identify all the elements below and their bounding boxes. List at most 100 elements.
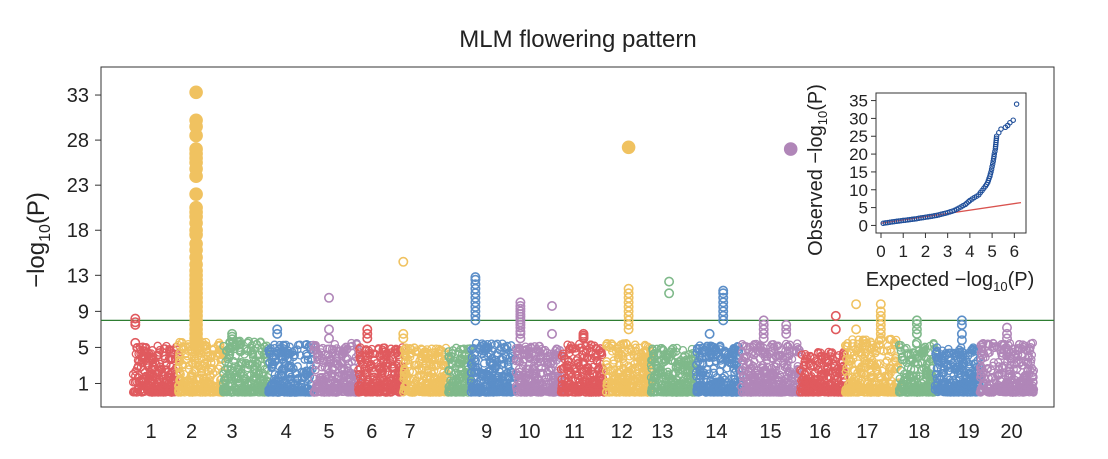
background-point [147,370,157,379]
background-point [401,380,411,390]
background-point [203,384,213,393]
background-point [678,345,688,355]
background-point [619,359,629,368]
background-point [155,387,164,396]
background-point [315,373,324,382]
background-point [845,357,855,367]
background-point [258,376,268,385]
background-point [747,373,757,383]
background-point [234,337,243,346]
background-point [423,365,432,374]
background-point [922,359,932,368]
background-point [809,379,819,389]
background-point [563,340,572,349]
background-point [149,387,159,397]
background-point [875,340,885,350]
background-point [479,359,489,368]
background-point [737,388,747,397]
y-axis-label-suffix: (P) [23,192,50,224]
background-point [653,371,662,381]
chromosome-2-points [173,337,228,397]
background-point [415,356,424,366]
background-point [293,362,302,371]
background-point [609,359,618,369]
background-point [523,364,533,373]
background-points [128,334,1039,397]
background-point [143,351,153,361]
background-point [937,355,946,365]
background-point [303,355,313,365]
background-point [191,387,201,397]
background-point [738,347,747,357]
background-point [776,382,786,392]
background-point [491,364,500,374]
background-point [574,358,583,367]
background-point [412,346,422,355]
background-point [388,363,398,373]
background-point [860,387,870,397]
background-point [383,376,392,386]
background-point [607,375,617,385]
background-point [716,356,725,365]
background-point [552,344,561,354]
background-point [207,358,216,367]
background-point [887,347,896,357]
background-point [206,353,216,363]
background-point [454,370,464,379]
background-point [650,353,659,362]
background-point [896,382,906,391]
background-point [378,374,388,383]
background-point [742,376,752,385]
background-point [840,341,850,350]
background-point [391,385,400,395]
background-point [907,388,916,397]
background-point [582,353,592,363]
background-point [158,348,168,357]
background-point [750,357,759,366]
background-point [132,343,141,353]
background-point [744,366,754,376]
chromosome-6-points [354,343,408,397]
background-point [912,350,922,359]
background-point [881,385,891,395]
background-point [582,345,592,355]
background-point [607,347,617,356]
background-point [709,353,718,362]
background-point [131,367,140,376]
background-point [804,359,814,369]
background-point [614,384,623,393]
y-axis-label: −log10(P) [23,192,54,288]
background-point [219,375,229,384]
background-point [812,356,821,365]
background-point [152,359,161,369]
background-point [791,346,801,355]
background-point [332,344,342,353]
background-point [665,353,674,362]
background-point [317,363,327,372]
background-point [695,371,705,380]
background-point [253,378,263,387]
background-point [188,359,197,369]
background-point [253,381,262,390]
background-point [752,387,761,397]
background-point [652,361,661,371]
background-point [738,372,748,381]
background-point [230,362,239,371]
background-point [259,361,268,371]
background-point [681,388,691,397]
background-point [461,349,470,358]
chromosome-20-points [975,338,1039,397]
background-point [876,359,885,368]
background-point [466,360,476,370]
background-point [174,352,184,362]
background-point [881,358,890,367]
background-point [797,350,806,359]
background-point [622,383,632,392]
background-point [531,380,540,389]
background-point [363,387,373,397]
background-point [437,360,446,370]
background-point [386,385,396,395]
background-point [957,347,967,356]
background-point [918,347,928,357]
background-point [305,372,315,382]
